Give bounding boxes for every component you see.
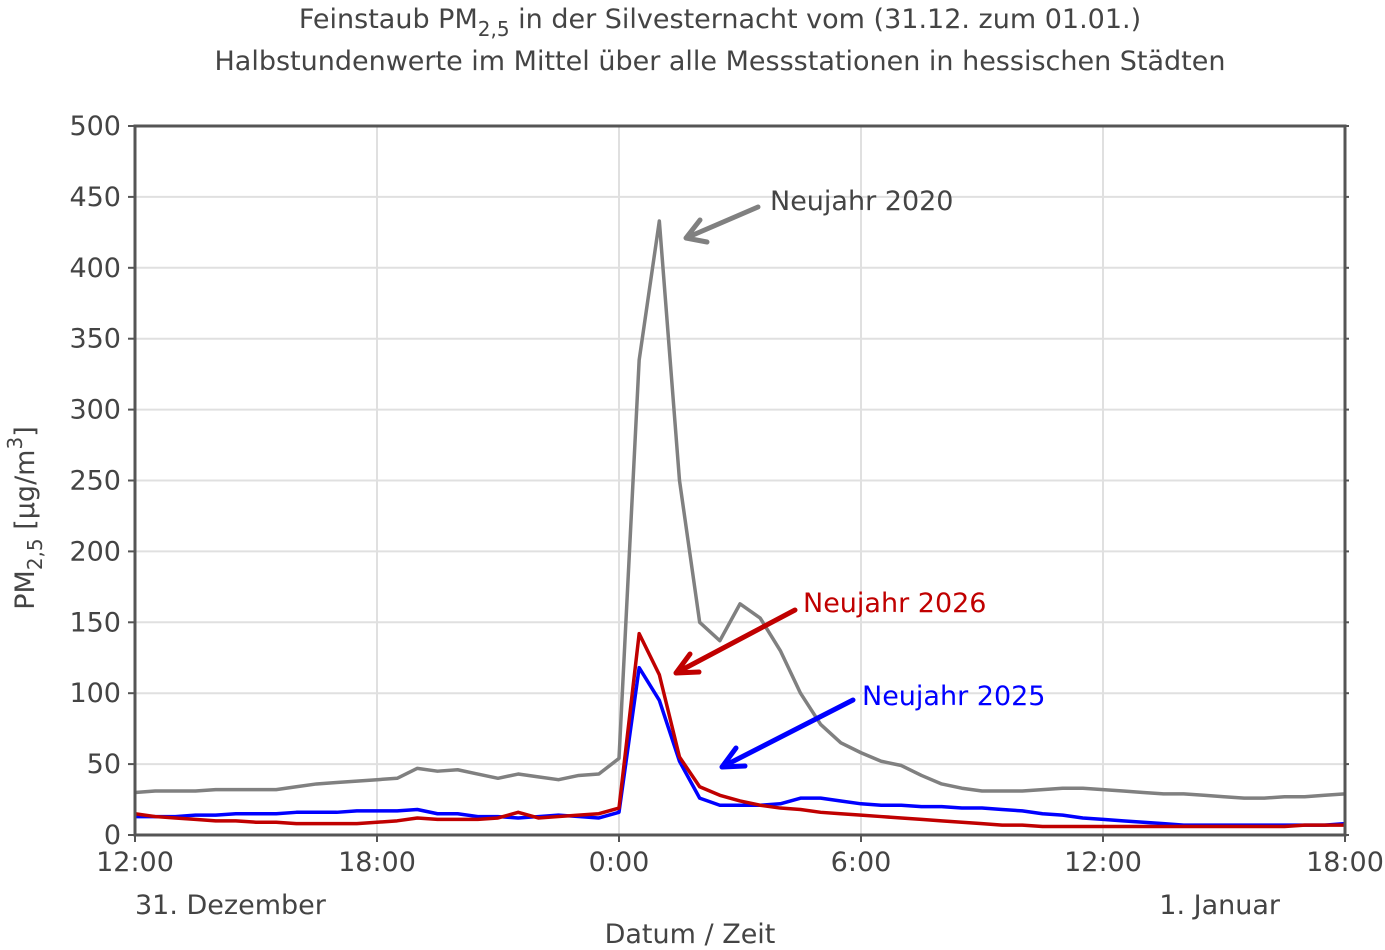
arrow [719, 697, 856, 770]
chart-subtitle: Halbstundenwerte im Mittel über alle Mes… [214, 46, 1225, 77]
series-line [135, 665, 1346, 827]
y-tick-label: 50 [87, 749, 121, 780]
x-axis-title: Datum / Zeit [605, 919, 776, 950]
y-title-superscript: 3 [3, 437, 27, 450]
y-tick-label: 100 [69, 678, 121, 709]
y-tick-label: 150 [69, 607, 121, 638]
arrows [673, 204, 856, 770]
y-title-subscript: 2,5 [23, 538, 47, 570]
series-label: Neujahr 2020 [770, 186, 953, 217]
y-axis-title: PM2,5 [µg/m3] [3, 426, 47, 610]
title-part: Feinstaub PM [299, 4, 478, 35]
grid [134, 125, 1346, 836]
lines [134, 219, 1346, 829]
x-tick-label: 18:00 [338, 847, 416, 878]
arrow [683, 204, 761, 245]
x-tick-label: 18:00 [1306, 847, 1384, 878]
chart-title: Feinstaub PM2,5 in der Silvesternacht vo… [299, 4, 1141, 41]
x-tick-label: 12:00 [1064, 847, 1142, 878]
x-tick-label: 0:00 [589, 847, 650, 878]
y-tick-label: 0 [104, 820, 121, 851]
y-tick-label: 200 [69, 536, 121, 567]
date-label: 31. Dezember [135, 890, 327, 921]
y-title-part: PM [10, 570, 41, 610]
ticks: 0 50 100 150 200 250 300 350 400 450 500 12:00 18:00… [69, 111, 1383, 878]
y-title-part: ] [10, 426, 41, 437]
y-tick-label: 300 [69, 395, 121, 426]
series-line [134, 631, 1345, 829]
series-labels: Neujahr 2020 Neujahr 2025 Neujahr 2026 [770, 186, 1045, 712]
series-line [134, 219, 1346, 800]
y-title-part: [µg/m [10, 450, 41, 539]
y-tick-label: 350 [69, 324, 121, 355]
title-subscript: 2,5 [478, 17, 510, 41]
series-label: Neujahr 2025 [862, 681, 1045, 712]
title-part: in der Silvesternacht vom (31.12. zum 01… [510, 4, 1142, 35]
x-tick-label: 6:00 [831, 847, 892, 878]
y-tick-label: 250 [69, 466, 121, 497]
y-tick-label: 500 [69, 111, 121, 142]
series-label: Neujahr 2026 [803, 588, 986, 619]
arrow [673, 607, 798, 676]
x-tick-label: 12:00 [96, 847, 174, 878]
y-tick-label: 450 [69, 182, 121, 213]
y-tick-label: 400 [69, 253, 121, 284]
date-label: 1. Januar [1159, 890, 1281, 921]
